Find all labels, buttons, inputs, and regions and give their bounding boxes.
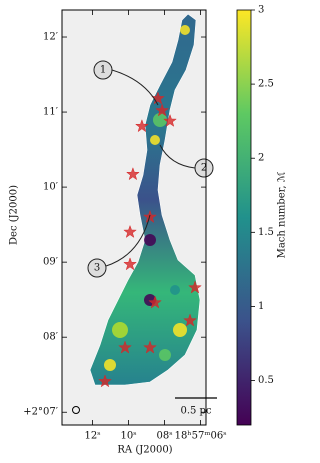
- star: [118, 340, 132, 354]
- star: [125, 167, 140, 181]
- star: [183, 313, 197, 327]
- colorbar: [236, 9, 252, 426]
- annotation: 2: [201, 163, 207, 174]
- annotation-markers: [87, 60, 214, 278]
- colorbar-tick-label: 2.5: [258, 79, 274, 90]
- scalebar-label: 0.5 pc: [180, 406, 211, 417]
- colorbar-tick-label: 3: [258, 5, 264, 16]
- annotation: 1: [100, 65, 106, 76]
- colorbar-label: Mach number, ℳ: [277, 171, 288, 258]
- star: [123, 257, 137, 271]
- y-tick-label: +2°07′: [23, 407, 58, 418]
- star: [151, 91, 165, 105]
- colorbar-tick-label: 1.5: [258, 227, 274, 238]
- star: [188, 280, 202, 294]
- filament-detail: [104, 25, 190, 371]
- y-tick-label: 12′: [43, 32, 59, 43]
- x-tick-label: 18ʰ57ᵐ06ˢ: [175, 431, 227, 442]
- colorbar-tick-label: 1: [258, 301, 264, 312]
- y-tick-label: 08′: [43, 332, 59, 343]
- star: [148, 295, 162, 309]
- star: [163, 113, 177, 127]
- colorbar-tick-label: 0.5: [258, 375, 274, 386]
- star: [155, 103, 170, 117]
- y-tick-label: 09′: [43, 257, 59, 268]
- x-axis-label: RA (J2000): [117, 445, 172, 456]
- star: [134, 119, 149, 133]
- colorbar-tick-label: 2: [258, 153, 264, 164]
- y-tick-label: 11′: [43, 107, 59, 118]
- x-tick-label: 08ˢ: [157, 431, 173, 442]
- y-tick-label: 10′: [43, 182, 59, 193]
- star: [98, 374, 112, 388]
- plot-frame: [61, 9, 207, 426]
- beam: [72, 406, 80, 414]
- chart: 1 2 3 0.5 pc RA (J2000) Dec (J2000) Mach…: [9, 5, 288, 456]
- x-tick-label: 10ˢ: [121, 431, 137, 442]
- y-axis-label: Dec (J2000): [9, 185, 20, 245]
- x-tick-label: 12ˢ: [85, 431, 101, 442]
- star: [123, 224, 137, 239]
- annotation-lines: [105, 69, 196, 267]
- star: [143, 340, 157, 354]
- annotation: 3: [94, 263, 100, 274]
